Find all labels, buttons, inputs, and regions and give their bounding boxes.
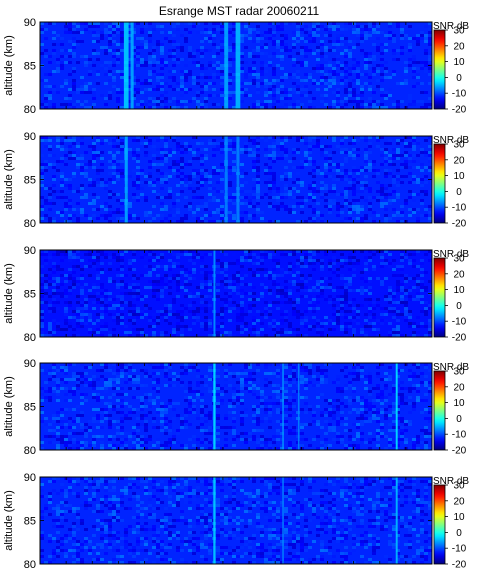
colorbar-label: SNR dB	[433, 135, 469, 146]
colorbar-label: SNR dB	[433, 362, 469, 373]
colorbar-tick-label: 0	[456, 301, 462, 312]
y-tick-label: 80	[24, 445, 36, 457]
y-axis-label: altitude (km)	[3, 149, 15, 210]
colorbar-tick-label: -20	[452, 105, 467, 116]
y-tick-label: 85	[24, 516, 36, 528]
y-axis-label: altitude (km)	[3, 490, 15, 551]
figure-title: Esrange MST radar 20060211	[159, 4, 320, 18]
heatmap-feature	[282, 363, 284, 450]
colorbar-tick-label: 30	[453, 26, 465, 37]
heatmap-feature	[395, 363, 398, 450]
colorbar-tick-label: -10	[452, 203, 467, 214]
heatmap-feature	[236, 136, 240, 223]
heatmap-feature	[213, 477, 216, 564]
colorbar-tick-label: -20	[452, 560, 467, 571]
colorbar-tick-label: 30	[453, 367, 465, 378]
y-axis-label: altitude (km)	[3, 376, 15, 437]
heatmap-feature	[297, 363, 300, 450]
colorbar-tick-label: 10	[453, 171, 465, 182]
colorbar-tick-label: 0	[456, 414, 462, 425]
colorbar-tick-label: -20	[452, 333, 467, 344]
colorbar-tick-label: -10	[452, 430, 467, 441]
y-tick-label: 90	[24, 17, 36, 29]
heatmap-noise	[40, 363, 432, 450]
heatmap-feature	[124, 136, 128, 223]
heatmap-feature	[395, 477, 398, 564]
heatmap-feature	[224, 22, 229, 109]
y-tick-label: 80	[24, 559, 36, 571]
y-tick-label: 90	[24, 245, 36, 257]
colorbar-tick-label: 20	[453, 155, 465, 166]
colorbar-label: SNR dB	[433, 21, 469, 32]
y-tick-label: 80	[24, 104, 36, 116]
colorbar-tick-label: 0	[456, 187, 462, 198]
colorbar-label: SNR dB	[433, 476, 469, 487]
heatmap-noise	[40, 250, 432, 337]
colorbar-label: SNR dB	[433, 249, 469, 260]
colorbar-tick-label: -10	[452, 89, 467, 100]
colorbar-tick-label: 20	[453, 382, 465, 393]
colorbar-tick-label: -10	[452, 544, 467, 555]
y-tick-label: 80	[24, 332, 36, 344]
colorbar-tick-label: 0	[456, 73, 462, 84]
heatmap-noise	[40, 477, 432, 564]
heatmap-feature	[130, 22, 134, 109]
heatmap-feature	[123, 22, 129, 109]
heatmap-feature	[213, 250, 216, 337]
colorbar-tick-label: 30	[453, 254, 465, 265]
heatmap-feature	[282, 477, 284, 564]
colorbar-tick-label: 20	[453, 41, 465, 52]
y-tick-label: 85	[24, 289, 36, 301]
colorbar-tick-label: 20	[453, 269, 465, 280]
colorbar-tick-label: 30	[453, 140, 465, 151]
colorbar-tick-label: 10	[453, 57, 465, 68]
y-tick-label: 90	[24, 358, 36, 370]
colorbar-tick-label: -10	[452, 317, 467, 328]
y-tick-label: 80	[24, 218, 36, 230]
y-axis-label: altitude (km)	[3, 263, 15, 324]
y-tick-label: 90	[24, 131, 36, 143]
colorbar-tick-label: 0	[456, 528, 462, 539]
colorbar-tick-label: 30	[453, 481, 465, 492]
heatmap-feature	[213, 363, 216, 450]
heatmap-feature	[235, 22, 241, 109]
colorbar-tick-label: 10	[453, 398, 465, 409]
colorbar-tick-label: 10	[453, 285, 465, 296]
heatmap-feature	[224, 136, 228, 223]
y-tick-label: 85	[24, 61, 36, 73]
colorbar-tick-label: 20	[453, 496, 465, 507]
y-tick-label: 90	[24, 472, 36, 484]
y-tick-label: 85	[24, 402, 36, 414]
colorbar-tick-label: -20	[452, 446, 467, 457]
colorbar-tick-label: 10	[453, 512, 465, 523]
y-axis-label: altitude (km)	[3, 35, 15, 96]
colorbar-tick-label: -20	[452, 219, 467, 230]
y-tick-label: 85	[24, 175, 36, 187]
